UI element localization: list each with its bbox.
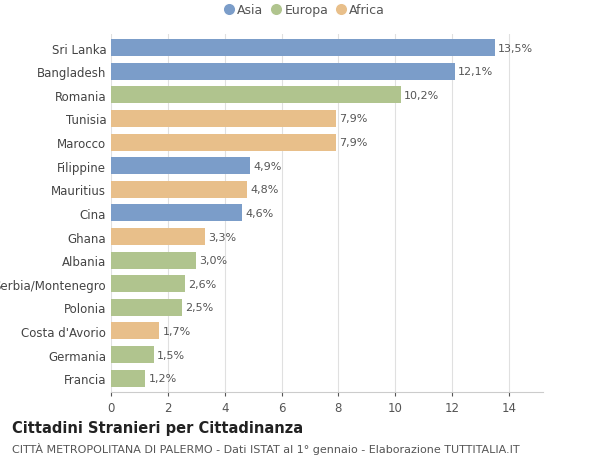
Text: 1,2%: 1,2% [149, 373, 177, 383]
Bar [111, 87, 401, 104]
Bar [111, 275, 185, 292]
Bar [111, 346, 154, 363]
Bar [111, 158, 250, 175]
Text: 2,6%: 2,6% [188, 279, 217, 289]
Text: 1,7%: 1,7% [163, 326, 191, 336]
Bar [111, 299, 182, 316]
Text: 12,1%: 12,1% [458, 67, 494, 77]
Text: 1,5%: 1,5% [157, 350, 185, 360]
Bar [111, 229, 205, 246]
Text: 2,5%: 2,5% [185, 302, 214, 313]
Text: 10,2%: 10,2% [404, 91, 440, 101]
Bar [111, 370, 145, 387]
Bar [111, 181, 247, 198]
Legend: Asia, Europa, Africa: Asia, Europa, Africa [221, 0, 390, 22]
Bar [111, 252, 196, 269]
Text: 7,9%: 7,9% [339, 114, 367, 124]
Bar [111, 40, 494, 57]
Bar [111, 111, 335, 128]
Text: 3,0%: 3,0% [200, 256, 228, 266]
Bar [111, 134, 335, 151]
Bar [111, 64, 455, 81]
Text: 4,8%: 4,8% [251, 185, 279, 195]
Bar [111, 323, 160, 340]
Text: 7,9%: 7,9% [339, 138, 367, 148]
Text: 4,9%: 4,9% [254, 161, 282, 171]
Bar [111, 205, 242, 222]
Text: Cittadini Stranieri per Cittadinanza: Cittadini Stranieri per Cittadinanza [12, 420, 303, 435]
Text: 3,3%: 3,3% [208, 232, 236, 242]
Text: CITTÀ METROPOLITANA DI PALERMO - Dati ISTAT al 1° gennaio - Elaborazione TUTTITA: CITTÀ METROPOLITANA DI PALERMO - Dati IS… [12, 442, 520, 453]
Text: 13,5%: 13,5% [498, 44, 533, 54]
Text: 4,6%: 4,6% [245, 208, 274, 218]
